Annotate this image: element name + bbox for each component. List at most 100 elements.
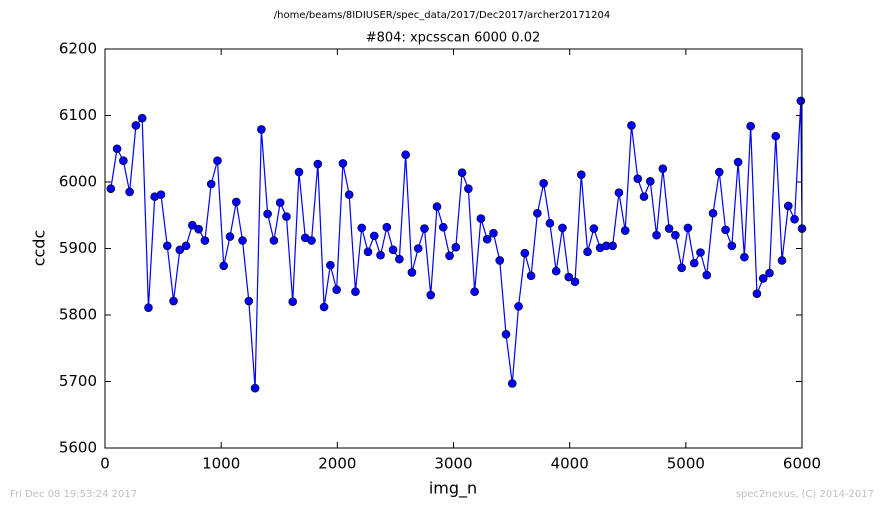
x-tick-label: 5000: [667, 455, 705, 473]
data-point: [263, 209, 272, 219]
data-point: [388, 245, 398, 255]
y-tick-label: 6200: [59, 40, 97, 58]
data-point: [608, 241, 617, 251]
x-tick-label: 4000: [551, 455, 589, 473]
data-point: [395, 254, 404, 264]
data-point: [520, 248, 530, 258]
plot-frame: [104, 48, 803, 449]
data-point: [426, 290, 436, 300]
data-point: [514, 302, 523, 311]
data-point: [181, 241, 191, 251]
data-point: [627, 121, 636, 130]
data-point: [652, 230, 661, 240]
data-point: [796, 96, 806, 106]
data-point: [413, 244, 423, 253]
data-point: [445, 251, 454, 261]
data-point: [432, 202, 442, 211]
data-point: [689, 258, 699, 268]
data-point: [677, 263, 686, 273]
data-point: [131, 121, 141, 130]
y-tick-label: 5900: [59, 239, 97, 257]
data-point: [639, 192, 649, 201]
x-axis-label: img_n: [429, 479, 477, 499]
data-point: [482, 234, 492, 244]
data-point: [231, 197, 241, 207]
data-point: [219, 261, 229, 271]
data-point: [771, 131, 781, 141]
data-point: [376, 250, 385, 260]
data-point: [671, 230, 680, 240]
data-point: [526, 271, 536, 281]
x-tick-label: 3000: [434, 455, 472, 473]
y-tick-label: 5800: [59, 306, 97, 324]
data-point: [783, 201, 793, 211]
data-point: [162, 241, 172, 251]
data-point: [790, 214, 799, 224]
data-point: [583, 247, 592, 257]
data-point: [708, 208, 718, 218]
x-tick-label: 6000: [783, 455, 821, 473]
footer-left: Fri Dec 08 19:53:24 2017: [10, 489, 137, 500]
data-point: [658, 164, 668, 173]
data-point: [539, 179, 548, 188]
data-point: [319, 302, 329, 312]
data-point: [564, 272, 574, 282]
data-point: [313, 159, 323, 169]
data-point: [551, 266, 561, 276]
y-tick-label: 6000: [59, 173, 97, 191]
data-point: [727, 241, 737, 251]
data-point: [401, 150, 410, 160]
data-point: [351, 287, 360, 297]
data-point: [533, 208, 542, 218]
x-tick-label: 0: [100, 455, 110, 473]
data-point: [357, 223, 367, 233]
data-point: [332, 285, 341, 295]
data-point: [489, 228, 498, 238]
data-point: [633, 174, 643, 183]
data-point: [746, 121, 755, 131]
data-point: [307, 236, 316, 245]
y-axis-label: ccdc: [30, 230, 49, 267]
data-point: [112, 144, 122, 154]
data-point: [344, 190, 354, 199]
data-point: [752, 289, 762, 299]
data-point: [464, 184, 473, 193]
data-point: [225, 232, 235, 241]
data-point: [702, 270, 712, 280]
data-point: [125, 187, 134, 197]
data-point: [765, 268, 774, 278]
data-point: [275, 198, 285, 207]
chart-title: /home/beams/8IDIUSER/spec_data/2017/Dec2…: [274, 10, 610, 21]
data-point: [206, 179, 216, 189]
data-point: [470, 287, 479, 297]
data-point: [213, 156, 222, 166]
data-point: [576, 170, 586, 179]
data-point: [257, 125, 266, 134]
data-point: [645, 177, 655, 186]
data-point: [740, 252, 749, 262]
data-point: [451, 242, 461, 252]
data-point: [683, 223, 693, 233]
data-point: [501, 329, 511, 339]
chart-subtitle: #804: xpcsscan 6000 0.02: [366, 31, 541, 46]
data-point: [545, 218, 555, 228]
data-point: [589, 224, 599, 233]
data-point: [614, 188, 624, 197]
data-point: [777, 256, 787, 265]
data-point: [382, 222, 392, 232]
data-point: [288, 297, 298, 307]
data-point: [188, 220, 197, 230]
data-point: [238, 236, 247, 245]
data-point: [570, 277, 580, 287]
data-point: [294, 167, 304, 177]
data-point: [457, 168, 467, 177]
data-point: [269, 236, 279, 245]
footer-right: spec2nexus, (C) 2014-2017: [736, 489, 874, 500]
series-line: [110, 100, 803, 389]
data-point: [338, 159, 348, 168]
data-point: [714, 167, 724, 177]
data-point: [106, 184, 116, 193]
data-point: [137, 113, 147, 123]
data-point: [119, 156, 128, 166]
